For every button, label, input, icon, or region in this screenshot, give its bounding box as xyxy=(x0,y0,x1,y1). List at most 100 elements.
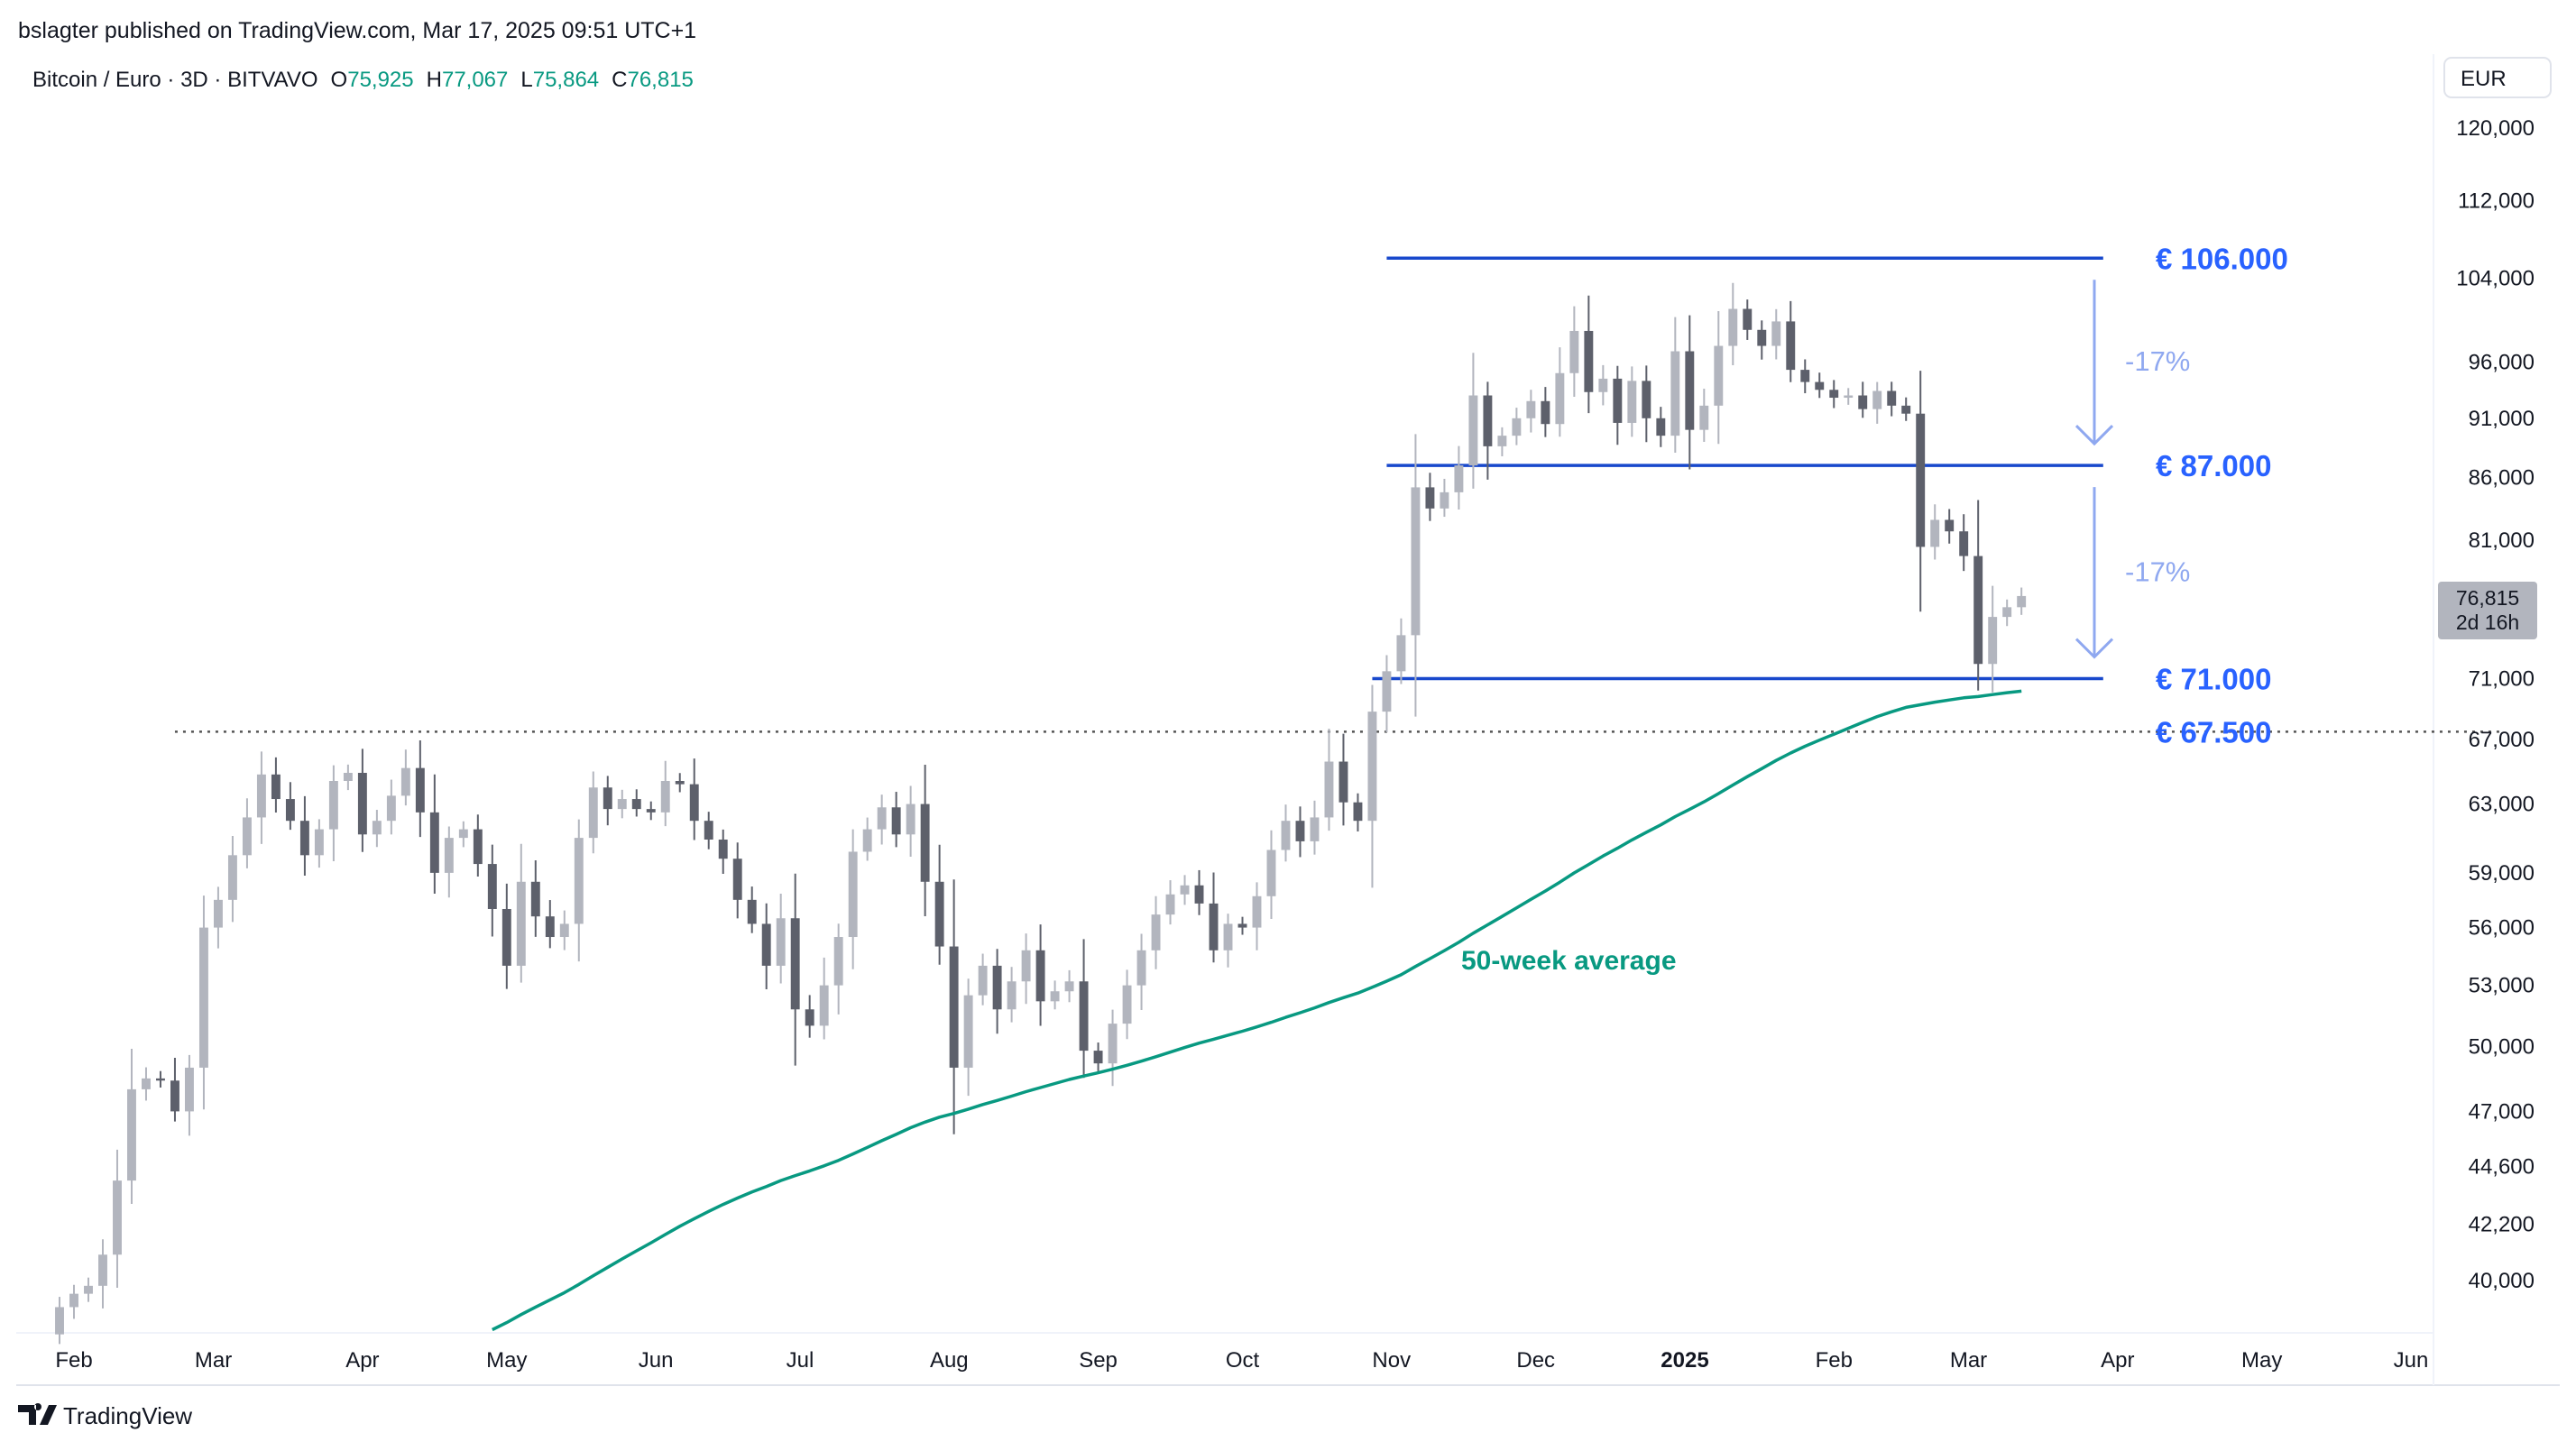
candle-body xyxy=(1526,400,1536,418)
y-tick-label: 71,000 xyxy=(2469,667,2535,692)
candle-body xyxy=(776,918,786,966)
candle xyxy=(487,844,497,937)
candle xyxy=(1512,408,1522,445)
candle-body xyxy=(603,787,612,810)
candle-body xyxy=(1180,885,1190,895)
candle xyxy=(1743,299,1753,340)
candle xyxy=(372,810,382,848)
candle-body xyxy=(732,859,742,900)
candle xyxy=(1324,728,1334,831)
candle xyxy=(1901,397,1911,421)
candle-body xyxy=(1064,981,1074,992)
candle-body xyxy=(1483,395,1493,446)
candle xyxy=(55,1297,64,1345)
candle xyxy=(1165,880,1175,925)
candle-body xyxy=(343,773,353,782)
candle-body xyxy=(415,767,425,813)
candle-body xyxy=(1988,617,1998,665)
candle-body xyxy=(934,881,944,947)
candle xyxy=(833,923,843,1015)
candle-body xyxy=(142,1078,151,1089)
candle-body xyxy=(1382,671,1392,712)
candle-body xyxy=(675,781,685,785)
y-tick-label: 44,600 xyxy=(2469,1154,2535,1179)
candle-body xyxy=(84,1285,93,1294)
candle xyxy=(1411,434,1421,717)
candle xyxy=(660,760,670,827)
candle-body xyxy=(444,838,454,873)
candle-body xyxy=(1454,465,1464,492)
candle-body xyxy=(213,899,223,928)
y-tick-label: 112,000 xyxy=(2458,188,2535,213)
candle-body xyxy=(1930,519,1940,547)
level-label: € 87.000 xyxy=(2156,449,2271,482)
y-tick-label: 53,000 xyxy=(2469,974,2535,998)
candle xyxy=(516,843,526,983)
candle xyxy=(242,798,252,868)
candle-body xyxy=(1266,849,1276,896)
currency-button[interactable]: EUR xyxy=(2443,57,2552,98)
candle xyxy=(1108,1009,1118,1087)
y-tick-label: 86,000 xyxy=(2469,466,2535,491)
candle-body xyxy=(1122,985,1132,1024)
candle-body xyxy=(386,795,396,822)
ohlc-high-value: 77,067 xyxy=(442,68,508,92)
candle xyxy=(1223,914,1233,968)
candle xyxy=(1541,387,1550,437)
candle-body xyxy=(1136,950,1146,986)
y-tick-label: 42,200 xyxy=(2469,1213,2535,1237)
candle-body xyxy=(574,838,584,924)
symbol-name: Bitcoin / Euro · 3D · BITVAVO xyxy=(32,68,318,92)
candle-body xyxy=(1339,761,1348,803)
tradingview-logo[interactable]: TradingView xyxy=(18,1402,192,1429)
candle-body xyxy=(1815,381,1825,390)
candle-body xyxy=(285,799,295,822)
x-tick-label: Jul xyxy=(787,1348,814,1373)
candle-body xyxy=(1670,351,1680,436)
candle xyxy=(1988,585,1998,693)
candle xyxy=(1598,364,1608,406)
candle-body xyxy=(2002,607,2012,618)
candle-body xyxy=(920,804,930,882)
candle xyxy=(1771,308,1781,360)
candle-body xyxy=(1829,390,1839,399)
candle-body xyxy=(1007,981,1017,1010)
candle-body xyxy=(862,829,872,852)
candle xyxy=(862,817,872,861)
candle-body xyxy=(790,918,800,1010)
candle xyxy=(631,789,641,817)
candle-body xyxy=(1887,390,1897,406)
candle xyxy=(1584,295,1594,414)
x-tick-label: Aug xyxy=(930,1348,969,1373)
candle-body xyxy=(1165,894,1175,915)
candle-body xyxy=(1367,712,1377,822)
candle-body xyxy=(1310,817,1320,841)
candle xyxy=(1627,366,1637,437)
candle-body xyxy=(1685,351,1695,430)
candle-body xyxy=(906,804,915,835)
candle xyxy=(1973,500,1983,691)
ohlc-close-label: C xyxy=(612,68,627,92)
candle xyxy=(934,844,944,965)
candle-body xyxy=(978,965,988,996)
candle xyxy=(69,1284,78,1319)
y-tick-label: 67,000 xyxy=(2469,728,2535,752)
candle-body xyxy=(891,807,901,835)
candle xyxy=(227,836,237,923)
candle xyxy=(1180,875,1190,905)
candle-body xyxy=(170,1080,179,1112)
candle-body xyxy=(1035,950,1045,1002)
arrow-percent-label: -17% xyxy=(2125,556,2190,587)
x-tick-label: Mar xyxy=(195,1348,232,1373)
tradingview-brand: TradingView xyxy=(63,1402,192,1429)
candle-body xyxy=(1598,378,1608,392)
candle-body xyxy=(660,781,670,813)
candle xyxy=(1844,388,1854,405)
candle-body xyxy=(113,1180,122,1255)
candle xyxy=(256,751,266,844)
candle-body xyxy=(458,829,468,839)
candle xyxy=(1093,1042,1103,1071)
candle-body xyxy=(1411,487,1421,636)
candle xyxy=(473,814,483,877)
